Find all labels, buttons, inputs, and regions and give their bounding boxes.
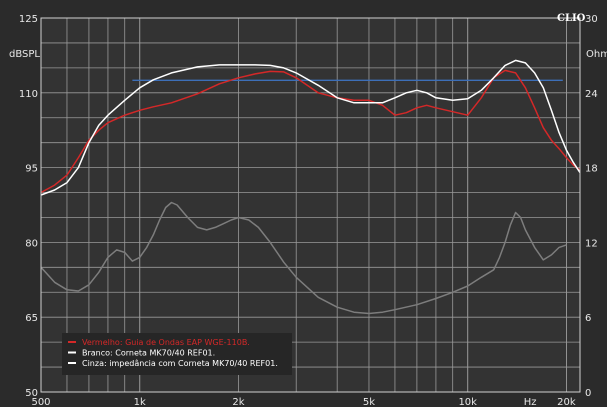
y-right-tick-label: 12 <box>585 238 598 249</box>
x-tick-label: 5k <box>363 397 375 407</box>
y-left-tick-label: 125 <box>19 14 38 25</box>
legend-entry: Cinza: impedância com Corneta MK70/40 RE… <box>82 359 278 368</box>
legend-entry: Branco: Corneta MK70/40 REF01. <box>82 349 215 358</box>
series-layer <box>40 59 581 315</box>
clio-brand: CLIO <box>557 13 586 24</box>
y-right-tick-label: 0 <box>585 388 591 399</box>
x-tick-label: 20k <box>557 397 576 407</box>
y-right-tick-label: 6 <box>585 313 591 324</box>
plot-frame <box>40 17 581 393</box>
y-left-tick-label: 50 <box>25 388 38 399</box>
y-left-tick-label: 80 <box>25 238 38 249</box>
y-left-unit: dBSPL <box>9 49 40 60</box>
series-line-1 <box>40 69 581 194</box>
series-line-2 <box>40 201 567 315</box>
x-tick-label: 2k <box>232 397 244 407</box>
x-tick-label: 10k <box>458 397 477 407</box>
legend: Vermelho: Guia de Ondas EAP WGE-110B. Bra… <box>62 333 292 375</box>
y-right-unit: Ohm <box>586 49 607 60</box>
series-line-0 <box>40 59 581 196</box>
x-tick-label: 500 <box>31 397 50 407</box>
legend-entry: Vermelho: Guia de Ondas EAP WGE-110B. <box>82 338 250 347</box>
y-left-tick-label: 65 <box>25 313 38 324</box>
x-tick-label: 1k <box>134 397 146 407</box>
y-left-tick-label: 95 <box>25 164 38 175</box>
y-right-tick-label: 18 <box>585 164 598 175</box>
y-right-tick-label: 30 <box>585 14 598 25</box>
y-right-tick-label: 24 <box>585 89 598 100</box>
y-left-tick-label: 110 <box>19 89 38 100</box>
x-tick-label: Hz <box>524 397 537 407</box>
legend-box <box>62 333 292 375</box>
tick-labels: 500 1k 2k 5k 10k Hz 20k 125 110 95 80 65 50 30 24 18 12 6… <box>19 14 598 407</box>
